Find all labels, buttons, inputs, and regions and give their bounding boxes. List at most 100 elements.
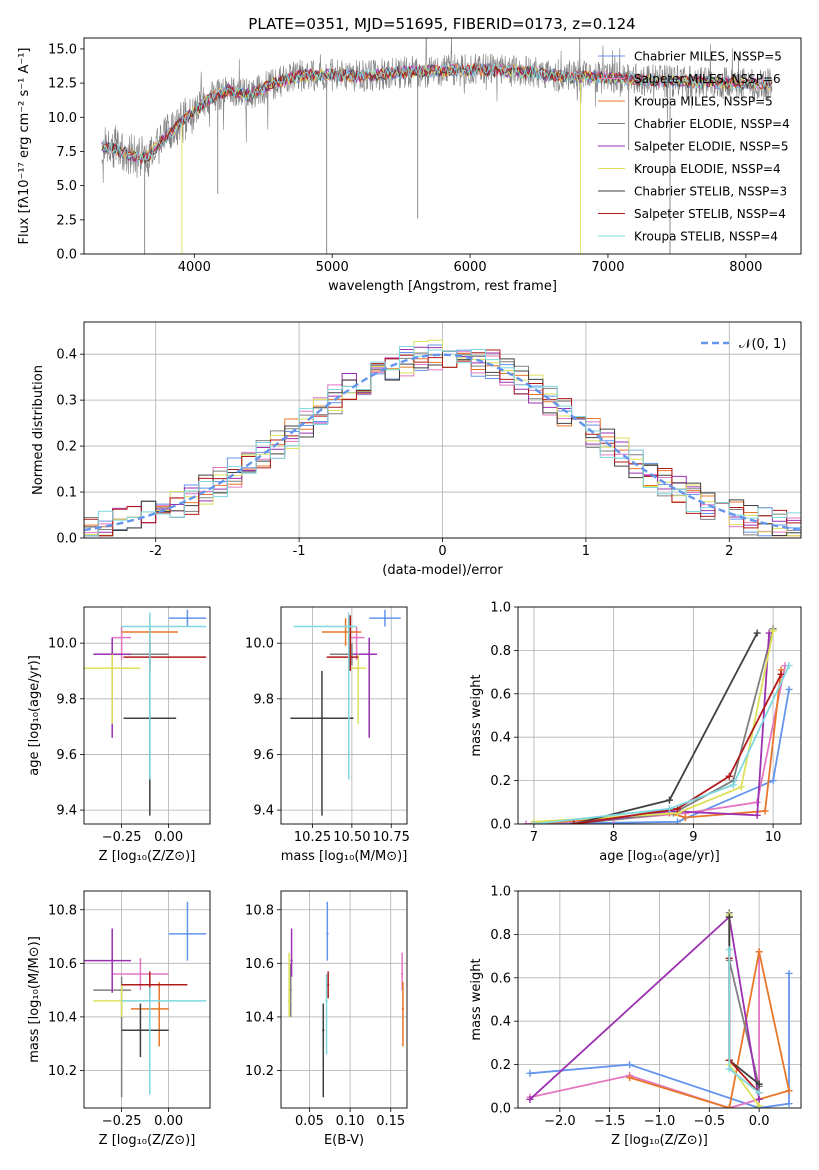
weight-vs-z-xtick-label: −1.0	[644, 1114, 676, 1129]
residuals-plot	[84, 339, 801, 538]
residuals-xtick-label: 0	[438, 544, 446, 559]
mass-vs-z-point	[111, 959, 114, 962]
mass-vs-z-xtick-label: 0.00	[154, 1114, 183, 1129]
legend-entry: Salpeter ELODIE, NSSP=5	[634, 140, 789, 154]
mass-vs-z-frame	[83, 890, 211, 1109]
spectrum-xtick-label: 6000	[454, 260, 487, 275]
residuals-ytick-label: 0.3	[56, 394, 77, 409]
weight-vs-z-marker	[725, 1104, 733, 1108]
legend-entry: Kroupa ELODIE, NSSP=4	[634, 162, 781, 176]
age-vs-z-ylabel: age [log₁₀(age/yr)]	[27, 655, 42, 776]
weight-vs-age-marker	[785, 685, 793, 693]
age-vs-mass-ytick-label: 9.8	[253, 692, 274, 707]
residuals-legend: 𝒩(0, 1)	[701, 337, 786, 352]
mass-vs-ebv-point	[400, 972, 404, 976]
weight-vs-z-marker	[755, 948, 763, 956]
weight-vs-z-ytick-label: 0.4	[490, 1015, 511, 1030]
weight-vs-age-marker	[681, 813, 689, 821]
mass-vs-z-ylabel: mass [log₁₀(M/M⊙)]	[27, 936, 42, 1063]
weight-vs-age-marker	[673, 818, 681, 824]
weight-vs-age-marker	[665, 805, 673, 813]
weight-vs-age-marker	[665, 796, 673, 804]
weight-vs-z-xlabel: Z [log₁₀(Z/Z⊙)]	[611, 1133, 708, 1148]
weight-vs-age-marker	[785, 662, 793, 670]
age-vs-z-xtick-label: 0.00	[154, 830, 183, 845]
weight-vs-z-marker	[526, 1069, 534, 1077]
legend-entry: Chabrier MILES, NSSP=5	[634, 50, 782, 64]
weight-vs-z-ylabel: mass weight	[469, 958, 484, 1040]
mass-vs-ebv-axes: 0.05 0.10 0.15 10.2 10.4 10.6 10.8 E(B-V)	[245, 891, 407, 1148]
mass-vs-z-point	[139, 1029, 142, 1032]
weight-vs-age-marker	[530, 820, 538, 824]
mass-vs-ebv-xtick-label: 0.05	[295, 1114, 324, 1129]
age-vs-z-ytick-label: 9.8	[56, 692, 77, 707]
weight-vs-z-marker	[755, 1089, 763, 1097]
spectrum-ytick-label: 10.0	[48, 111, 77, 126]
weight-vs-age-xtick-label: 8	[610, 830, 618, 845]
weight-vs-age-marker	[725, 772, 733, 780]
weight-vs-age-marker	[570, 820, 578, 824]
weight-vs-z-marker	[755, 1095, 763, 1103]
weight-vs-z-marker	[755, 1080, 763, 1088]
weight-vs-z-ytick-label: 0.6	[490, 971, 511, 986]
weight-vs-age-marker	[729, 781, 737, 789]
age-vs-mass-point	[383, 616, 387, 620]
spectrum-xtick-label: 4000	[178, 260, 211, 275]
age-vs-z-plot	[84, 609, 207, 816]
age-vs-mass-xlabel: mass [log₁₀(M/M⊙)]	[281, 849, 408, 864]
weight-vs-age-ylabel: mass weight	[469, 674, 484, 756]
weight-vs-age-marker	[737, 783, 745, 791]
age-vs-z-ytick-label: 10.0	[48, 637, 77, 652]
age-vs-z-point	[120, 636, 123, 639]
weight-vs-age-series-line	[533, 689, 790, 824]
mass-vs-z-point	[148, 983, 152, 986]
mass-vs-ebv-ytick-label: 10.4	[245, 1010, 274, 1025]
weight-vs-z-marker	[626, 1074, 634, 1082]
spectrum-plot	[101, 38, 773, 254]
age-vs-mass-xtick-label: 10.25	[294, 830, 331, 845]
age-vs-mass-point	[355, 636, 358, 639]
weight-vs-z-marker	[755, 1102, 763, 1108]
weight-vs-age-marker	[753, 629, 761, 637]
mass-vs-ebv-point	[325, 999, 328, 1003]
mass-vs-ebv-ytick-label: 10.6	[245, 957, 274, 972]
residuals-ylabel: Normed distribution	[31, 365, 46, 495]
weight-vs-z-ytick-label: 0.0	[490, 1102, 511, 1117]
weight-vs-age-series-line	[533, 665, 790, 824]
spectrum-ytick-label: 5.0	[56, 179, 77, 194]
weight-vs-age-ytick-label: 0.4	[490, 731, 511, 746]
age-vs-z-xlabel: Z [log₁₀(Z/Z⊙)]	[99, 849, 196, 864]
mass-vs-z-axes: −0.25 0.00 10.2 10.4 10.6 10.8 Z [log₁₀(Z/Z⊙)]…	[27, 891, 210, 1148]
weight-vs-z-axes: −2.0 −1.5 −1.0 −0.5 0.0 0.0 0.2 0.4 0.6 0.8 1.0 Z […	[469, 885, 801, 1148]
age-vs-z-point	[186, 616, 189, 620]
weight-vs-z-marker	[526, 1095, 534, 1103]
spectrum-ytick-label: 12.5	[48, 77, 77, 92]
weight-vs-z-ytick-label: 1.0	[490, 885, 511, 900]
mass-vs-ebv-point	[401, 1007, 405, 1011]
spectrum-ytick-label: 0.0	[56, 248, 77, 263]
legend-entry-normal: 𝒩(0, 1)	[739, 337, 786, 352]
mass-vs-z-ytick-label: 10.6	[48, 957, 77, 972]
age-vs-mass-point	[347, 625, 350, 628]
mass-vs-ebv-point	[326, 983, 330, 986]
weight-vs-z-series-line	[529, 973, 790, 1108]
weight-vs-age-ytick-label: 0.0	[490, 818, 511, 833]
legend-entry: Kroupa STELIB, NSSP=4	[634, 230, 778, 244]
legend-entry: Chabrier ELODIE, NSSP=4	[634, 117, 790, 131]
age-vs-mass-ytick-label: 9.6	[253, 748, 274, 763]
weight-vs-age-xtick-label: 9	[689, 830, 697, 845]
weight-vs-z-marker	[725, 913, 733, 921]
weight-vs-z-plot	[526, 909, 793, 1108]
age-vs-mass-axes: 10.25 10.50 10.75 9.4 9.6 9.8 10.0 mass [log₁₀(…	[245, 607, 410, 864]
normal-curve	[84, 353, 801, 532]
residuals-ytick-label: 0.4	[56, 348, 77, 363]
weight-vs-z-marker	[725, 946, 733, 954]
weight-vs-age-marker	[765, 629, 773, 637]
weight-vs-age-marker	[522, 820, 530, 824]
spectrum-ytick-label: 15.0	[48, 42, 77, 57]
age-vs-mass-ytick-label: 9.4	[253, 804, 274, 819]
mass-vs-z-ytick-label: 10.8	[48, 903, 77, 918]
weight-vs-age-axes: 7 8 9 10 0.0 0.2 0.4 0.6 0.8 1.0 age [log₁₀(age/yr…	[469, 601, 801, 864]
age-vs-z-ytick-label: 9.4	[56, 804, 77, 819]
legend-entry: Salpeter STELIB, NSSP=4	[634, 207, 786, 221]
